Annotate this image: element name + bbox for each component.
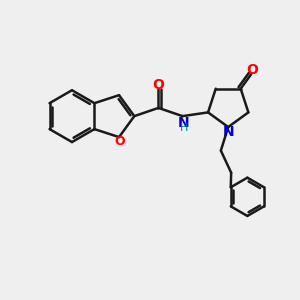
Text: O: O [246, 63, 258, 77]
Text: O: O [114, 135, 125, 148]
Text: N: N [222, 125, 234, 139]
Text: H: H [180, 123, 188, 133]
Text: O: O [152, 78, 164, 92]
Text: N: N [178, 116, 190, 130]
